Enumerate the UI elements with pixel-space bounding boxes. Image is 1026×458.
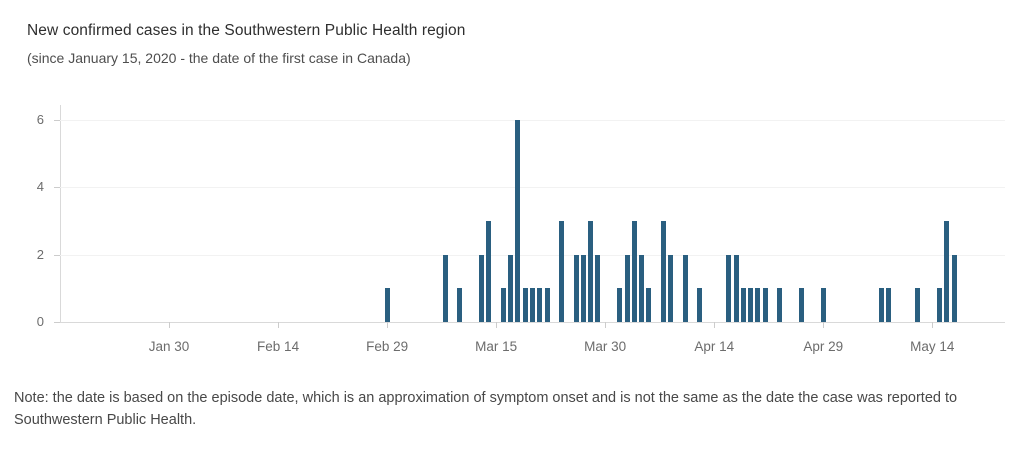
case-bar[interactable] — [479, 254, 485, 322]
case-bar[interactable] — [486, 221, 492, 322]
case-bar[interactable] — [748, 288, 754, 322]
case-bar[interactable] — [697, 288, 703, 322]
x-tick-label: Mar 30 — [584, 339, 627, 354]
case-bar[interactable] — [573, 254, 579, 322]
gridline — [60, 187, 1005, 189]
y-tick-label: 6 — [36, 112, 44, 127]
case-bar[interactable] — [442, 254, 448, 322]
case-bar[interactable] — [544, 288, 550, 322]
x-tick-label: Feb 29 — [366, 339, 409, 354]
x-tick-mark — [605, 322, 607, 328]
x-tick-label: Apr 14 — [694, 339, 735, 354]
case-bar[interactable] — [798, 288, 804, 322]
case-bar[interactable] — [639, 254, 645, 322]
x-tick-mark — [932, 322, 934, 328]
gridline — [60, 120, 1005, 121]
case-bar[interactable] — [886, 288, 892, 322]
case-bar[interactable] — [944, 221, 950, 322]
case-bar[interactable] — [522, 288, 528, 322]
case-bar[interactable] — [595, 254, 601, 322]
x-tick-mark — [496, 322, 498, 328]
case-bar[interactable] — [820, 288, 826, 322]
case-bar[interactable] — [384, 288, 390, 322]
case-bar[interactable] — [740, 288, 746, 322]
case-bar[interactable] — [515, 120, 521, 322]
x-tick-mark — [169, 322, 171, 328]
x-tick-label: Jan 30 — [148, 339, 190, 354]
x-tick-mark — [714, 322, 716, 328]
x-tick-label: Feb 14 — [257, 339, 300, 354]
y-tick-mark — [54, 322, 60, 323]
x-tick-label: Mar 15 — [475, 339, 518, 354]
case-bar[interactable] — [762, 288, 768, 322]
y-axis: 0 2 4 6 — [0, 105, 60, 335]
case-bar[interactable] — [457, 288, 463, 322]
case-bar[interactable] — [915, 288, 921, 322]
case-bar[interactable] — [733, 254, 739, 322]
case-bar[interactable] — [878, 288, 884, 322]
x-tick-label: Apr 29 — [803, 339, 844, 354]
x-tick-mark — [823, 322, 825, 328]
x-axis-line — [60, 322, 1005, 323]
case-bar[interactable] — [624, 254, 630, 322]
chart-subtitle: (since January 15, 2020 - the date of th… — [27, 50, 411, 66]
case-bar[interactable] — [631, 221, 637, 322]
gridline — [60, 254, 1005, 256]
y-axis-line — [60, 105, 61, 323]
case-bar[interactable] — [559, 221, 565, 322]
y-tick-mark — [54, 187, 60, 189]
case-bar[interactable] — [755, 288, 761, 322]
x-axis: Jan 30 Feb 14 Feb 29 Mar 15 Mar 30 Apr 14 Apr … — [60, 322, 1005, 367]
y-tick-mark — [54, 254, 60, 256]
case-bar[interactable] — [646, 288, 652, 322]
case-bar[interactable] — [508, 254, 514, 322]
case-bar[interactable] — [537, 288, 543, 322]
case-bar[interactable] — [777, 288, 783, 322]
case-bar[interactable] — [682, 254, 688, 322]
y-tick-label: 4 — [36, 179, 44, 195]
x-tick-label: May 14 — [910, 339, 955, 354]
plot-area — [60, 105, 1005, 322]
chart-title: New confirmed cases in the Southwestern … — [27, 22, 466, 39]
y-tick-label: 2 — [36, 246, 44, 262]
case-bar[interactable] — [937, 288, 943, 322]
case-bar[interactable] — [726, 254, 732, 322]
footnote: Note: the date is based on the episode d… — [14, 390, 958, 429]
case-bar[interactable] — [530, 288, 535, 322]
x-tick-mark — [387, 322, 389, 328]
case-bar[interactable] — [580, 254, 586, 322]
case-bar[interactable] — [588, 221, 594, 322]
case-bar[interactable] — [668, 254, 674, 322]
case-bar[interactable] — [660, 221, 666, 322]
y-tick-label: 0 — [36, 314, 44, 329]
case-bar[interactable] — [617, 288, 623, 322]
x-tick-mark — [278, 322, 280, 328]
case-bar[interactable] — [500, 288, 506, 322]
y-tick-mark — [54, 120, 60, 121]
case-bar[interactable] — [951, 254, 957, 322]
